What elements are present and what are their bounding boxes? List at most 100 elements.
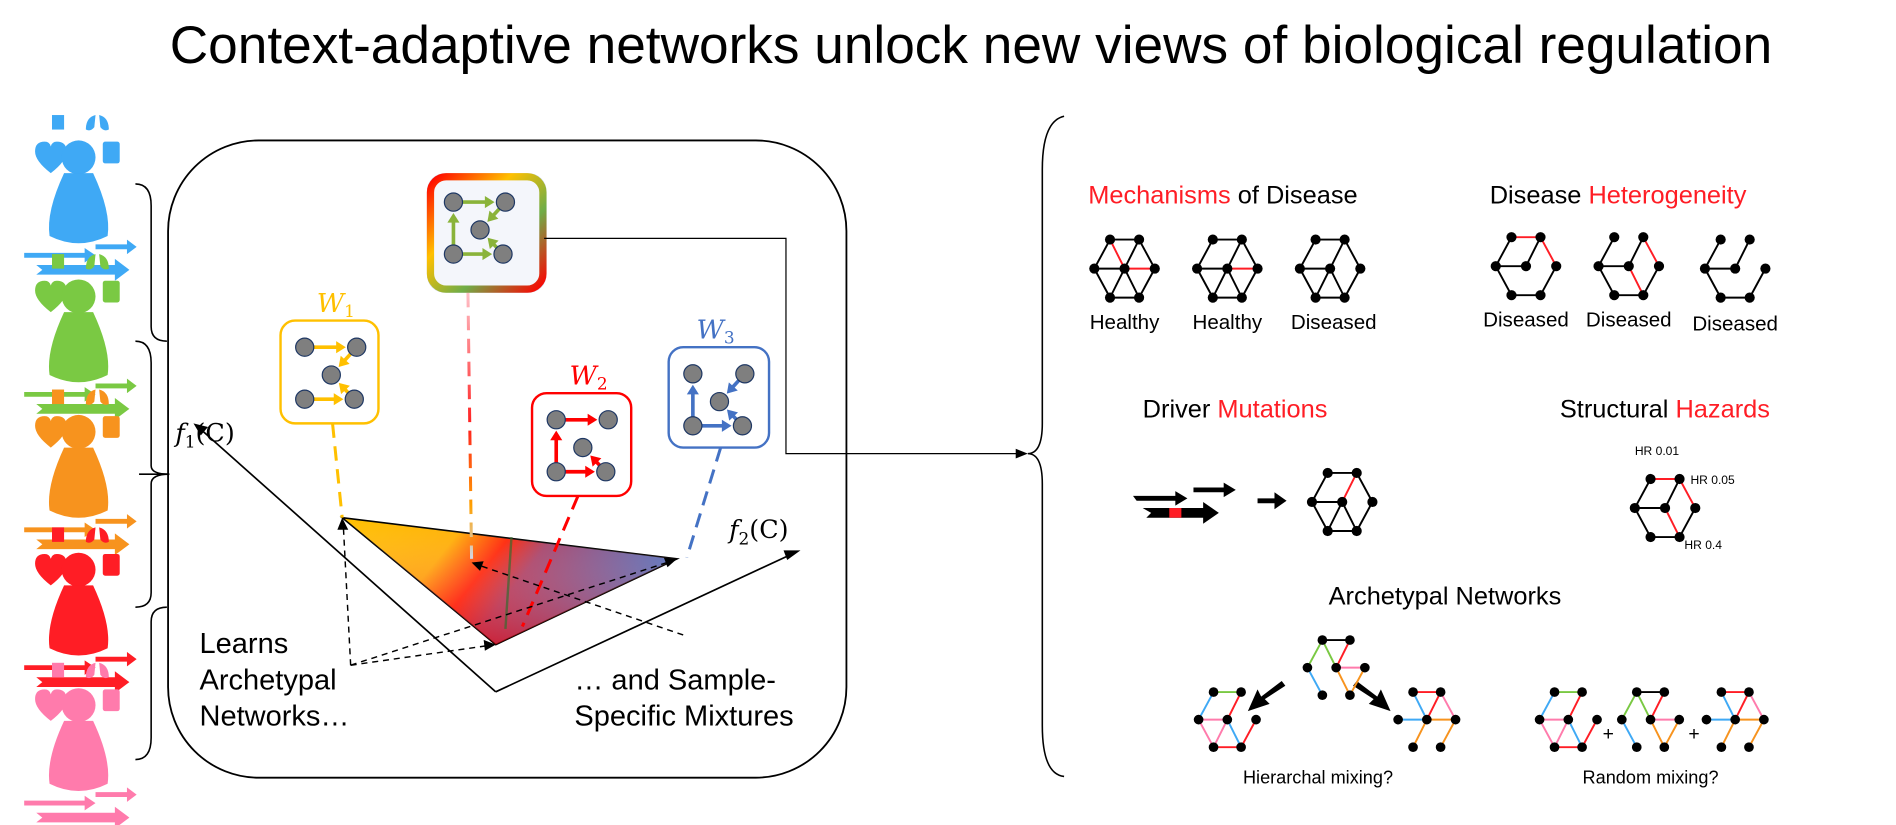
network-node: [1645, 714, 1656, 725]
network-node: [1104, 234, 1116, 245]
network-node: [443, 244, 464, 264]
x-ray-icon: [51, 115, 65, 130]
model-panel: [167, 139, 848, 779]
network-node: [1294, 263, 1305, 274]
heart-rate-icon: [35, 689, 67, 721]
network-edge: [1494, 265, 1513, 296]
network-edge: [1597, 265, 1616, 296]
x-ray-icon: [51, 254, 65, 269]
edge-arrowhead: [590, 455, 602, 467]
person-icon: [48, 447, 109, 518]
axis-f2-label: f2(C): [727, 514, 788, 548]
sequence-arrows-icon: [24, 787, 137, 825]
network-node: [1351, 525, 1362, 537]
learns-caption: Learns Archetypal Networks…: [200, 628, 350, 733]
x-ray-icon: [51, 527, 65, 542]
archetype-network-left: [1193, 687, 1261, 753]
arrow-icon: [95, 378, 137, 394]
network-node: [1659, 742, 1670, 753]
network-node: [1351, 467, 1362, 479]
network-edge: [1226, 719, 1242, 748]
network-node: [1730, 714, 1741, 725]
heart-rate-icon: [35, 416, 67, 448]
network-node: [1133, 234, 1145, 245]
patient-3: [24, 389, 137, 556]
network-edge: [1226, 691, 1242, 721]
network-edge: [1335, 639, 1351, 669]
heterogeneity-network-3: [1699, 234, 1771, 303]
network-node: [1207, 292, 1218, 303]
network-edge: [1343, 268, 1362, 299]
network-node: [1306, 496, 1318, 508]
network-edge: [1633, 478, 1652, 509]
network-edge: [1620, 691, 1638, 721]
axis-f1: [198, 427, 497, 693]
network-node: [1393, 714, 1403, 725]
network-edge: [1138, 239, 1156, 270]
mechanisms-heading: Mechanisms of Disease: [1088, 181, 1357, 209]
network-node: [1609, 232, 1620, 243]
axis-f1-arrowhead: [193, 423, 208, 436]
mechanisms-label-1: Healthy: [1090, 311, 1160, 334]
person-icon: [48, 312, 109, 383]
hierarchical-label: Hierarchal mixing?: [1243, 768, 1393, 788]
archetypal-heading: Archetypal Networks: [1329, 583, 1562, 611]
network-node: [709, 391, 730, 412]
figure-title: Context-adaptive networks unlock new vie…: [170, 16, 1772, 75]
network-edge: [1240, 239, 1259, 270]
network-node: [1759, 714, 1769, 725]
edge-arrowhead: [487, 237, 499, 249]
network-edge: [1093, 239, 1111, 270]
network-edge: [1748, 719, 1765, 748]
network-edge: [1341, 501, 1358, 532]
arrow-icon: [95, 651, 137, 667]
network-node: [1715, 292, 1726, 303]
heart-rate-icon: [35, 553, 67, 586]
network-edge: [1597, 236, 1616, 267]
sample-connector: [466, 292, 474, 559]
network-edge: [1494, 236, 1513, 267]
network-node: [1367, 496, 1378, 508]
network-edge: [1226, 239, 1243, 270]
archetype-w2-label: W2: [570, 361, 608, 394]
heterogeneity-label-1: Diseased: [1483, 309, 1569, 332]
network-node: [1549, 742, 1560, 753]
driver-network: [1306, 467, 1378, 537]
person-head-icon: [61, 414, 96, 449]
network-edge: [1439, 691, 1457, 721]
network-edge: [1704, 239, 1722, 270]
network-edge: [1299, 239, 1317, 270]
network-edge: [1412, 719, 1428, 748]
axis-f1-label: f1(C): [173, 418, 234, 452]
network-node: [1322, 525, 1333, 537]
network-node: [1089, 263, 1100, 274]
heterogeneity-label-3: Diseased: [1692, 312, 1778, 335]
network-node: [1592, 714, 1602, 725]
network-node: [470, 220, 490, 240]
hazard-label-2: HR 0.05: [1690, 473, 1735, 487]
network-node: [1629, 502, 1640, 514]
lungs-icon: [85, 662, 109, 679]
network-edge: [1553, 719, 1570, 748]
network-node: [1659, 502, 1671, 514]
lungs-icon: [85, 115, 109, 131]
arrow-icon: [36, 258, 130, 281]
network-node: [1222, 714, 1233, 725]
network-edge: [1341, 472, 1358, 503]
scale-icon: [102, 416, 120, 438]
arrow-icon: [36, 671, 130, 694]
archetype-w1-label: W1: [317, 288, 355, 321]
archetype-w2-network: [546, 410, 618, 482]
edge-arrowhead: [686, 384, 699, 395]
network-node: [1149, 263, 1160, 274]
hazard-label-1: HR 0.01: [1635, 444, 1680, 458]
edge-arrowhead: [721, 419, 732, 432]
network-node: [1534, 714, 1545, 725]
network-node: [1744, 292, 1755, 303]
person-icon: [48, 173, 109, 244]
network-edge: [1306, 639, 1324, 669]
network-edge: [1211, 268, 1229, 299]
network-node: [1133, 292, 1145, 303]
sequence-arrows-icon: [24, 239, 137, 281]
random-label: Random mixing?: [1583, 768, 1719, 788]
